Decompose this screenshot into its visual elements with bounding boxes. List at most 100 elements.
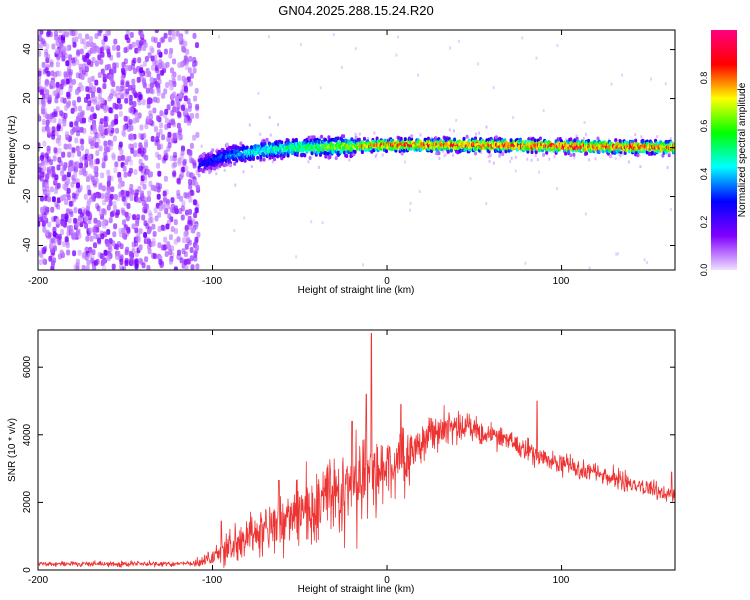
spectrogram-cell <box>75 265 80 270</box>
spectrogram-cell <box>141 262 146 269</box>
spectrogram-cell <box>51 43 56 50</box>
spectrogram-cell <box>76 130 80 137</box>
spectrogram-cell <box>143 203 148 209</box>
spectrogram-cell <box>142 132 147 139</box>
spectrogram-cell <box>76 182 80 189</box>
spectrogram-cell <box>100 193 105 200</box>
spectrogram-cell <box>66 91 71 98</box>
spectrogram-cell <box>114 118 119 125</box>
spectrogram-cell <box>171 30 176 37</box>
spectrogram-cell <box>443 154 446 158</box>
spectrogram-cell <box>409 208 411 212</box>
spectrogram-cell <box>171 73 176 80</box>
spectrogram-cell <box>137 91 142 98</box>
spectrogram-cell <box>51 260 55 267</box>
spectrogram-cell <box>225 142 229 147</box>
snr-xtick-label-3: 100 <box>553 575 570 586</box>
spectrogram-cell <box>77 150 82 157</box>
spectrogram-cell <box>108 217 113 224</box>
spectrogram-cell <box>85 104 90 111</box>
spectrogram-cell <box>321 146 324 150</box>
spectrogram-cell <box>135 189 140 196</box>
spectrogram-cell <box>108 238 113 244</box>
spectrogram-cell <box>172 58 177 65</box>
spectrogram-cell <box>100 172 105 179</box>
spectrogram-cell <box>141 214 146 221</box>
spectrogram-cell <box>235 158 239 163</box>
spectrogram-cell <box>166 145 171 152</box>
spectrogram-cell <box>192 134 197 141</box>
spectrogram-cell <box>99 118 104 125</box>
spectrogram-cell <box>149 171 153 178</box>
spectrogram-xlabel: Height of straight line (km) <box>298 285 415 296</box>
spectrogram-cell <box>118 103 123 110</box>
spectrogram-cell <box>174 132 179 139</box>
spectrogram-cell <box>340 65 343 69</box>
spectrogram-cell <box>73 171 78 178</box>
spectrogram-cell <box>510 156 513 160</box>
spectrogram-cell <box>128 84 133 91</box>
spectrogram-cell <box>128 99 133 106</box>
spectrogram-cell <box>363 136 366 141</box>
spectrogram-cell <box>46 148 51 155</box>
spectrogram-cell <box>40 154 44 161</box>
spectrogram-cell <box>134 258 139 265</box>
spectrogram-cell <box>98 184 103 190</box>
spectrogram-cell <box>193 250 198 257</box>
spectrogram-cell <box>71 192 76 199</box>
spectrogram-cell <box>149 82 154 89</box>
spectrogram-cell <box>100 46 105 53</box>
spectrogram-cell <box>73 217 78 224</box>
spectrogram-cell <box>50 206 55 213</box>
spectrogram-cell <box>44 230 49 237</box>
spectrogram-cell <box>273 157 276 162</box>
spectrogram-cell <box>538 136 542 141</box>
spectrogram-cell <box>111 81 116 88</box>
spectrogram-cell <box>120 74 125 81</box>
spectrogram-cell <box>145 223 150 230</box>
spectrogram-cell <box>388 137 391 141</box>
spectrogram-cell <box>426 136 430 141</box>
spectrogram-cell <box>105 241 110 248</box>
spectrogram-cell <box>113 223 118 230</box>
spectrogram-cell <box>400 151 404 156</box>
spectrogram-cell <box>534 150 538 155</box>
spectrogram-cell <box>269 133 272 137</box>
spectrogram-cell <box>256 155 260 160</box>
spectrogram-cell <box>184 243 189 250</box>
spectrogram-cell <box>168 79 173 86</box>
spectrogram-cell <box>61 45 66 52</box>
spectrogram-cell <box>442 149 445 153</box>
spectrogram-cell <box>39 30 44 35</box>
spectrogram-cell <box>138 228 143 235</box>
spectrogram-cell <box>403 137 407 142</box>
spectrogram-cell <box>171 78 176 84</box>
spectrogram-cell <box>94 158 99 165</box>
spectrogram-cell <box>80 85 85 92</box>
spectrogram-cell <box>50 80 55 86</box>
spectrogram-cell <box>402 148 406 153</box>
spectrogram-cell <box>149 76 154 83</box>
spectrogram-cell <box>162 203 166 210</box>
spectrogram-cell <box>57 134 62 141</box>
spectrogram-cell <box>76 96 81 103</box>
spectrogram-cell <box>150 55 155 62</box>
spectrogram-cell <box>262 153 266 158</box>
spectrogram-cell <box>295 255 298 259</box>
spectrogram-cell <box>130 189 135 196</box>
spectrogram-cell <box>107 95 112 102</box>
spectrogram-cell <box>177 160 182 167</box>
spectrogram-cell <box>39 89 44 96</box>
spectrogram-cell <box>38 70 42 77</box>
spectrogram-cell <box>455 118 458 122</box>
spectrogram-cell <box>52 155 57 162</box>
spectrogram-cell <box>156 162 161 169</box>
spectrogram-cell <box>192 160 197 167</box>
spectrogram-cell <box>457 39 460 43</box>
spectrogram-cell <box>132 214 137 221</box>
spectrogram-cell <box>96 46 101 53</box>
spectrogram-ytick-label-0: -40 <box>22 237 33 252</box>
spectrogram-cell <box>118 176 123 183</box>
spectrogram-cell <box>67 143 72 150</box>
spectrogram-cell <box>113 38 118 45</box>
